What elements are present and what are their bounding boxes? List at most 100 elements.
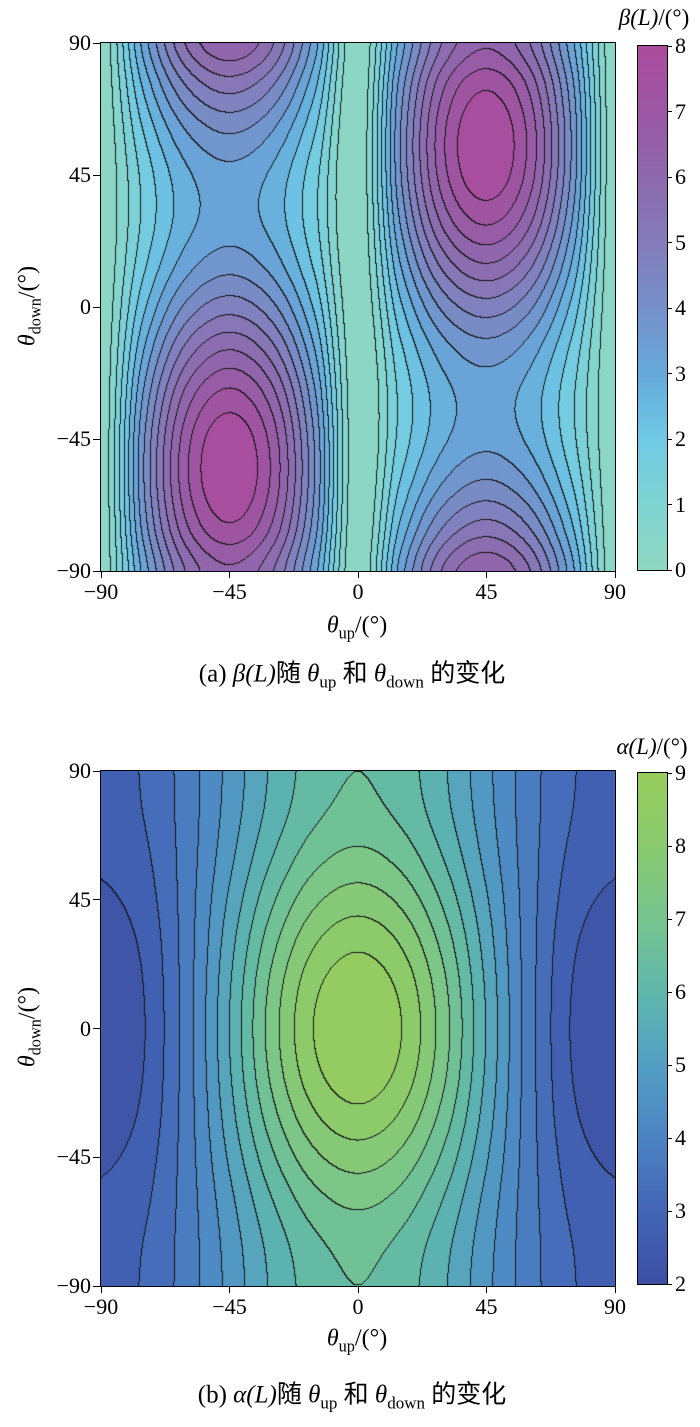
x-tick-mark <box>357 1286 359 1293</box>
colorbar-tick-mark <box>667 772 672 774</box>
caption-b-tail: 的变化 <box>424 1381 507 1409</box>
y-axis-label-b-theta: θ <box>14 1055 41 1068</box>
y-axis-label-b-unit: /(°) <box>14 986 41 1020</box>
colorbar-tick-label: 8 <box>675 33 686 58</box>
caption-a: (a) β(L)随 θup 和 θdown 的变化 <box>199 654 505 693</box>
x-tick-mark <box>100 1286 102 1293</box>
colorbar-gradient-b <box>638 773 667 1284</box>
caption-b-sub1: up <box>320 1393 338 1413</box>
y-tick-label: −90 <box>56 558 91 583</box>
x-axis-label-b-theta: θ <box>326 1325 339 1352</box>
y-axis-label-b-sub: down <box>25 1019 45 1056</box>
y-tick-mark <box>93 770 100 772</box>
colorbar-tick-label: 2 <box>675 426 686 451</box>
colorbar-title-b-func: α(L) <box>616 734 657 759</box>
colorbar-title-a-func: β(L) <box>618 5 659 30</box>
y-tick-label: 0 <box>80 294 91 319</box>
colorbar-tick-label: 4 <box>675 295 686 320</box>
y-tick-mark <box>93 1285 100 1287</box>
caption-a-func: β(L) <box>232 660 276 688</box>
y-axis-label-a-theta: θ <box>14 334 41 347</box>
x-tick-mark <box>100 571 102 578</box>
x-tick-mark <box>229 1286 230 1293</box>
colorbar-tick-label: 3 <box>675 360 686 386</box>
colorbar-tick-label: 8 <box>675 833 686 858</box>
x-tick-label: 0 <box>352 579 364 604</box>
y-tick-mark <box>93 1028 100 1029</box>
colorbar-tick-mark <box>667 918 672 920</box>
caption-b-theta1: θ <box>308 1381 321 1409</box>
caption-b-theta2: θ <box>374 1381 388 1409</box>
x-tick-label: 90 <box>604 579 626 604</box>
x-axis-label-a-sub: up <box>338 623 355 643</box>
colorbar-tick-mark <box>667 569 672 571</box>
y-axis-label-a-unit: /(°) <box>14 265 41 299</box>
colorbar-tick-mark <box>667 1064 672 1066</box>
x-tick-mark <box>486 1286 487 1293</box>
x-tick-mark <box>614 571 616 578</box>
caption-b-mid: 随 <box>276 1381 309 1409</box>
x-axis-label-a-theta: θ <box>326 612 339 639</box>
caption-a-sub1: up <box>319 672 337 692</box>
x-tick-label: −45 <box>212 1294 247 1319</box>
colorbar-tick-label: 0 <box>675 557 686 582</box>
colorbar-tick-mark <box>667 111 672 112</box>
caption-a-theta2: θ <box>373 660 387 688</box>
caption-a-and: 和 <box>336 660 374 688</box>
x-axis-label-b: θup/(°) <box>327 1326 387 1357</box>
y-axis-label-b: θdown/(°) <box>15 987 46 1067</box>
colorbar-title-b-unit: /(°) <box>656 734 688 759</box>
colorbar-tick-label: 9 <box>675 760 686 785</box>
caption-b-index: (b) <box>197 1381 234 1409</box>
y-tick-label: −90 <box>56 1273 91 1298</box>
caption-a-sub2: down <box>386 672 424 692</box>
colorbar-tick-label: 7 <box>675 98 686 124</box>
x-tick-label: 90 <box>604 1294 626 1319</box>
y-tick-label: −45 <box>56 1144 91 1170</box>
contour-canvas-b <box>101 771 615 1286</box>
x-axis-label-b-sub: up <box>338 1336 355 1356</box>
y-tick-mark <box>93 438 100 440</box>
x-tick-label: 0 <box>352 1294 364 1319</box>
x-tick-mark <box>486 571 487 578</box>
x-tick-label: −90 <box>83 1294 119 1319</box>
colorbar-tick-mark <box>667 307 672 309</box>
y-tick-label: −45 <box>56 426 91 451</box>
caption-b-func: α(L) <box>233 1381 277 1409</box>
x-axis-label-b-unit: /(°) <box>354 1325 388 1352</box>
caption-a-mid: 随 <box>275 660 308 688</box>
colorbar-tick-mark <box>667 373 672 374</box>
y-tick-mark <box>93 570 100 572</box>
x-tick-label: 45 <box>475 579 498 604</box>
colorbar-tick-label: 4 <box>675 1125 686 1150</box>
y-tick-label: 90 <box>69 758 91 783</box>
colorbar-title-a: β(L)/(°) <box>619 5 689 31</box>
colorbar-tick-label: 5 <box>675 229 686 255</box>
x-tick-mark <box>229 571 230 578</box>
colorbar-title-b: α(L)/(°) <box>616 734 687 760</box>
colorbar-b: 2 3 4 5 6 7 8 9 <box>637 761 686 1296</box>
y-axis-label-a: θdown/(°) <box>15 266 46 346</box>
colorbar-a: 0 1 2 3 4 5 6 7 8 <box>637 34 686 582</box>
y-tick-mark <box>93 899 100 901</box>
y-tick-label: 45 <box>69 162 91 187</box>
colorbar-tick-mark <box>667 1210 672 1212</box>
contour-plot-a: −90 −45 0 45 90 −90 −45 0 45 90 <box>57 31 626 604</box>
colorbar-tick-mark <box>667 504 672 505</box>
y-tick-label: 90 <box>69 30 91 55</box>
colorbar-tick-label: 1 <box>675 491 686 517</box>
y-tick-label: 45 <box>69 886 91 912</box>
colorbar-tick-mark <box>667 1137 672 1139</box>
colorbar-tick-mark <box>667 176 672 178</box>
caption-b-sub2: down <box>387 1393 425 1413</box>
y-tick-mark <box>93 1156 100 1158</box>
caption-b-and: 和 <box>337 1381 375 1409</box>
x-tick-label: 45 <box>475 1294 498 1319</box>
x-tick-mark <box>614 1286 616 1293</box>
caption-a-index: (a) <box>198 660 233 688</box>
colorbar-tick-mark <box>667 845 672 847</box>
colorbar-tick-mark <box>667 991 672 993</box>
contour-canvas-a <box>101 43 615 571</box>
colorbar-tick-label: 7 <box>675 906 686 931</box>
colorbar-tick-label: 5 <box>675 1052 686 1077</box>
